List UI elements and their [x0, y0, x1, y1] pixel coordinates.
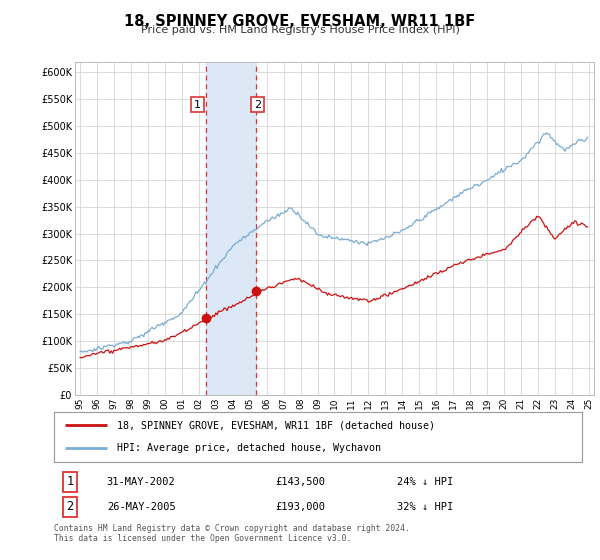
Text: 2: 2	[254, 100, 261, 110]
Text: 18, SPINNEY GROVE, EVESHAM, WR11 1BF: 18, SPINNEY GROVE, EVESHAM, WR11 1BF	[124, 14, 476, 29]
Text: 1: 1	[194, 100, 201, 110]
Text: 24% ↓ HPI: 24% ↓ HPI	[397, 477, 454, 487]
Text: 32% ↓ HPI: 32% ↓ HPI	[397, 502, 454, 512]
Text: 18, SPINNEY GROVE, EVESHAM, WR11 1BF (detached house): 18, SPINNEY GROVE, EVESHAM, WR11 1BF (de…	[118, 420, 436, 430]
Text: 26-MAY-2005: 26-MAY-2005	[107, 502, 176, 512]
Text: £193,000: £193,000	[276, 502, 326, 512]
Text: Contains HM Land Registry data © Crown copyright and database right 2024.
This d: Contains HM Land Registry data © Crown c…	[54, 524, 410, 543]
Text: 2: 2	[66, 501, 73, 514]
Text: Price paid vs. HM Land Registry's House Price Index (HPI): Price paid vs. HM Land Registry's House …	[140, 25, 460, 35]
Text: £143,500: £143,500	[276, 477, 326, 487]
Text: HPI: Average price, detached house, Wychavon: HPI: Average price, detached house, Wych…	[118, 444, 382, 454]
Text: 31-MAY-2002: 31-MAY-2002	[107, 477, 176, 487]
Text: 1: 1	[66, 475, 73, 488]
Bar	[206, 62, 256, 395]
